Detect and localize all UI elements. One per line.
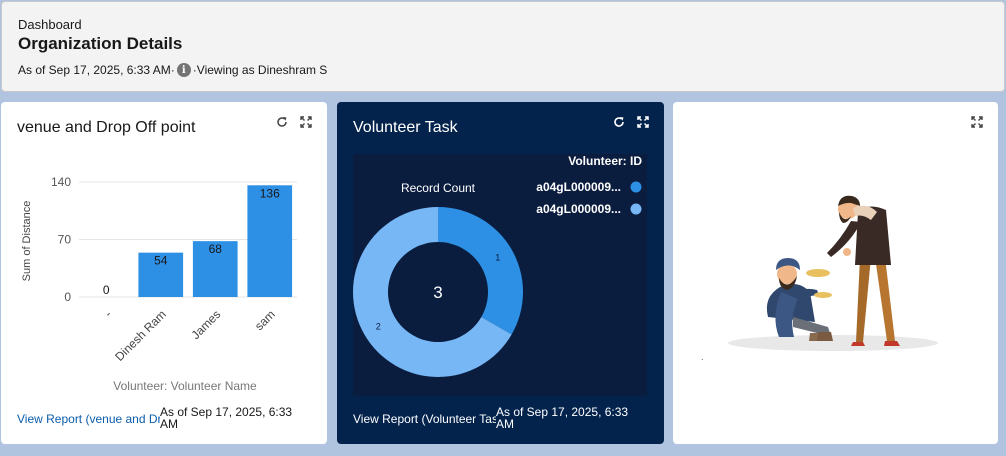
- view-report-link[interactable]: View Report (Volunteer Tas: [353, 412, 496, 426]
- image-card: .: [673, 102, 998, 444]
- dashboard-subline: As of Sep 17, 2025, 6:33 AM· i ·Viewing …: [18, 62, 988, 78]
- x-tick-label: sam: [252, 307, 278, 333]
- image-card-tools: [970, 115, 984, 129]
- breadcrumb[interactable]: Dashboard: [18, 17, 82, 32]
- seated-person: [766, 258, 833, 341]
- y-axis-label: Sum of Distance: [21, 201, 33, 282]
- x-tick-label: James: [188, 307, 223, 342]
- card-as-of: As of Sep 17, 2025, 6:33 AM: [496, 405, 629, 431]
- donut-card-tools: [612, 115, 650, 129]
- donut-card-title: Volunteer Task: [353, 119, 458, 136]
- charity-illustration: [728, 195, 938, 351]
- as-of-text: As of Sep 17, 2025, 6:33 AM·: [18, 63, 175, 77]
- bar[interactable]: [138, 252, 184, 297]
- page-title: Organization Details: [18, 34, 183, 53]
- y-tick-label: 70: [58, 233, 72, 247]
- standing-person: [806, 195, 900, 346]
- x-axis-label: Volunteer: Volunteer Name: [113, 379, 257, 393]
- bar-chart-card: venue and Drop Off point Sum of Distance…: [1, 102, 327, 444]
- expand-icon[interactable]: [970, 115, 984, 129]
- dashboard-header: Dashboard Organization Details As of Sep…: [1, 1, 1005, 92]
- expand-icon[interactable]: [636, 115, 650, 129]
- bar-card-title: venue and Drop Off point: [17, 119, 196, 136]
- y-tick-label: 140: [51, 175, 71, 189]
- legend-title: Volunteer: ID: [568, 154, 642, 168]
- bar-data-label: 0: [103, 283, 110, 297]
- legend-label: a04gL000009...: [536, 202, 621, 216]
- donut-card-footer: View Report (Volunteer Tas As of Sep 17,…: [353, 406, 646, 430]
- slice-data-label: 2: [376, 322, 381, 332]
- card-as-of: As of Sep 17, 2025, 6:33 AM: [160, 405, 293, 431]
- slice-data-label: 1: [495, 253, 500, 263]
- info-icon[interactable]: i: [176, 63, 191, 77]
- x-tick-label: -: [102, 307, 115, 320]
- bar-card-tools: [275, 115, 313, 129]
- bar-data-label: 68: [209, 242, 223, 256]
- donut-slice[interactable]: [353, 207, 512, 377]
- legend-swatch[interactable]: [630, 181, 642, 193]
- donut-total: 3: [433, 283, 442, 302]
- refresh-icon[interactable]: [612, 115, 626, 129]
- legend-label: a04gL000009...: [536, 180, 621, 194]
- bar[interactable]: [247, 185, 293, 297]
- chart-title: Record Count: [401, 181, 476, 195]
- y-tick-label: 0: [64, 290, 71, 304]
- donut-panel: Volunteer: ID Record Count a04gL000009..…: [353, 154, 647, 396]
- view-report-link[interactable]: View Report (venue and Dr: [17, 412, 160, 426]
- refresh-icon[interactable]: [275, 115, 289, 129]
- bar-data-label: 54: [154, 254, 168, 268]
- bar-data-label: 136: [260, 186, 280, 200]
- x-tick-label: Dinesh Ram: [112, 307, 169, 364]
- donut-chart: Volunteer: ID Record Count a04gL000009..…: [353, 154, 642, 377]
- expand-icon[interactable]: [299, 115, 313, 129]
- viewing-as-text: ·Viewing as Dineshram S: [192, 63, 328, 77]
- donut-chart-card: Volunteer Task Volunteer: ID Record Coun…: [337, 102, 664, 444]
- donut-slice[interactable]: [438, 207, 523, 335]
- image-caption: .: [701, 352, 704, 362]
- bar-card-footer: View Report (venue and Dr As of Sep 17, …: [17, 406, 310, 430]
- legend-swatch[interactable]: [630, 203, 642, 215]
- bar[interactable]: [192, 241, 238, 297]
- bar-chart: Sum of Distance 0 70 140 0 - 54 Dinesh Ram 68 J…: [21, 175, 297, 393]
